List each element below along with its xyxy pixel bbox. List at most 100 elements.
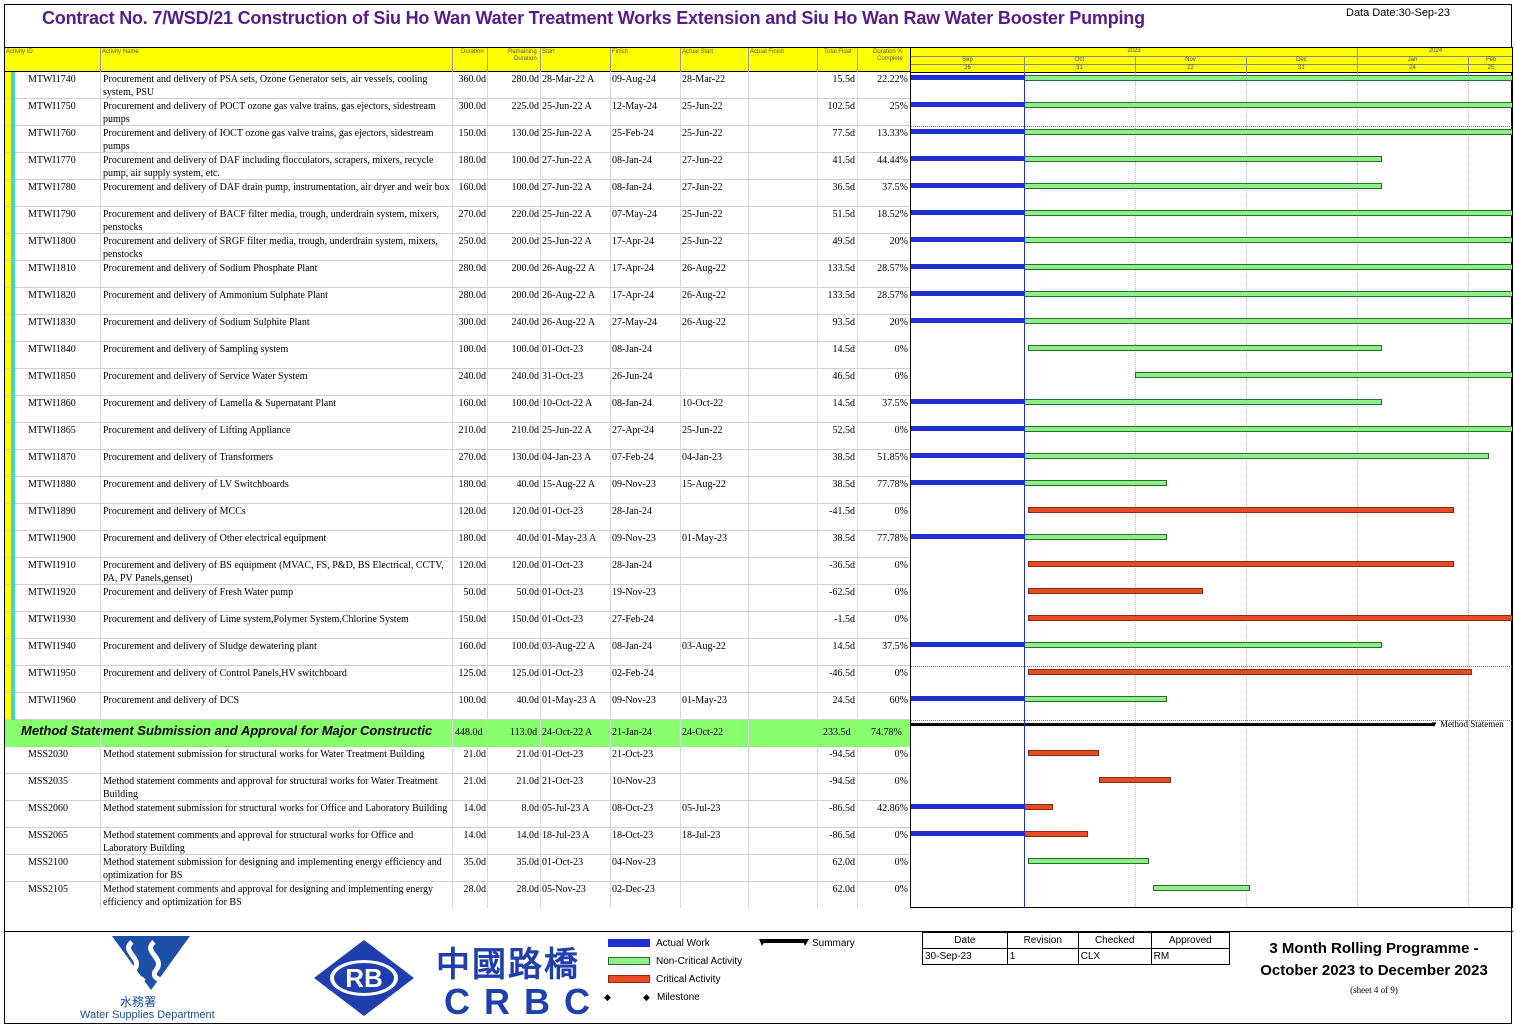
gantt-critical-bar[interactable] (1027, 588, 1204, 594)
table-row[interactable]: MTWI1750 Procurement and delivery of POCT… (5, 99, 910, 126)
gantt-actual-bar[interactable] (911, 831, 1024, 836)
gantt-critical-bar[interactable] (1024, 831, 1089, 837)
table-row[interactable]: MTWI1960 Procurement and delivery of DCS 1… (5, 693, 910, 720)
finish-date: 26-Jun-24 (612, 371, 653, 382)
table-row[interactable]: MTWI1910 Procurement and delivery of BS e… (5, 558, 910, 585)
table-row[interactable]: MTWI1840 Procurement and delivery of Samp… (5, 342, 910, 369)
table-row[interactable]: MTWI1920 Procurement and delivery of Fres… (5, 585, 910, 612)
gantt-noncritical-bar[interactable] (1024, 480, 1168, 486)
gantt-actual-bar[interactable] (911, 291, 1024, 296)
gantt-actual-bar[interactable] (911, 480, 1024, 485)
gantt-noncritical-bar[interactable] (1024, 696, 1168, 702)
table-row[interactable]: MTWI1865 Procurement and delivery of Lift… (5, 423, 910, 450)
gantt-critical-bar[interactable] (1027, 615, 1512, 621)
gantt-actual-bar[interactable] (911, 102, 1024, 107)
gantt-actual-bar[interactable] (911, 642, 1024, 647)
col-header-actual-start[interactable]: Actual Start (682, 49, 714, 55)
gantt-critical-bar[interactable] (1027, 561, 1454, 567)
table-row[interactable]: MSS2030 Method statement submission for s… (5, 747, 910, 774)
gantt-actual-bar[interactable] (911, 426, 1024, 431)
table-row[interactable]: MTWI1930 Procurement and delivery of Lime… (5, 612, 910, 639)
gantt-actual-bar[interactable] (911, 453, 1024, 458)
col-header-id[interactable]: Activity ID (6, 49, 33, 55)
gantt-actual-bar[interactable] (911, 696, 1024, 701)
gantt-actual-bar[interactable] (911, 210, 1024, 215)
table-row[interactable]: MTWI1770 Procurement and delivery of DAF … (5, 153, 910, 180)
gantt-actual-bar[interactable] (911, 156, 1024, 161)
original-duration: 180.0d (458, 479, 487, 490)
duration-pct-complete: 37.5% (882, 641, 908, 652)
table-row[interactable]: MTWI1890 Procurement and delivery of MCCs… (5, 504, 910, 531)
gantt-actual-bar[interactable] (911, 804, 1024, 809)
table-row[interactable]: MTWI1870 Procurement and delivery of Tran… (5, 450, 910, 477)
table-row[interactable]: MSS2065 Method statement comments and app… (5, 828, 910, 855)
col-header-actual-finish[interactable]: Actual Finish (750, 49, 785, 55)
gantt-noncritical-bar[interactable] (1152, 885, 1250, 891)
gantt-noncritical-bar[interactable] (1024, 399, 1383, 405)
table-row[interactable]: MSS2035 Method statement comments and app… (5, 774, 910, 801)
gantt-actual-bar[interactable] (911, 183, 1024, 188)
gantt-noncritical-bar[interactable] (1024, 210, 1512, 216)
gantt-noncritical-bar[interactable] (1024, 534, 1168, 540)
table-row[interactable]: MTWI1880 Procurement and delivery of LV S… (5, 477, 910, 504)
col-header-remaining[interactable]: Remaining Duration (508, 49, 537, 62)
table-row[interactable]: MTWI1790 Procurement and delivery of BACF… (5, 207, 910, 234)
table-row[interactable]: MSS2105 Method statement comments and app… (5, 882, 910, 908)
table-row[interactable]: MTWI1740 Procurement and delivery of PSA … (5, 72, 910, 99)
gantt-summary-bar[interactable] (911, 723, 1434, 726)
gantt-noncritical-bar[interactable] (1024, 426, 1512, 432)
col-header-pct[interactable]: Duration % Complete (873, 49, 903, 62)
table-row[interactable]: MTWI1800 Procurement and delivery of SRGF… (5, 234, 910, 261)
table-row[interactable]: MSS2060 Method statement submission for s… (5, 801, 910, 828)
gantt-chart: 2023 2024 Sep 26 Oct 31 Nov 22 Dec 31 Jan 24 Feb 25 M… (910, 47, 1513, 908)
gantt-actual-bar[interactable] (911, 318, 1024, 323)
col-header-duration[interactable]: Duration (461, 49, 484, 55)
table-row[interactable]: MTWI1900 Procurement and delivery of Othe… (5, 531, 910, 558)
gantt-noncritical-bar[interactable] (1024, 102, 1512, 108)
gantt-actual-bar[interactable] (911, 237, 1024, 242)
gantt-noncritical-bar[interactable] (1027, 858, 1150, 864)
actual-start: 25-Jun-22 (682, 209, 723, 220)
gantt-noncritical-bar[interactable] (1024, 264, 1512, 270)
gantt-actual-bar[interactable] (911, 264, 1024, 269)
gantt-noncritical-bar[interactable] (1024, 156, 1383, 162)
gantt-actual-bar[interactable] (911, 399, 1024, 404)
table-row[interactable]: MTWI1760 Procurement and delivery of IOCT… (5, 126, 910, 153)
gantt-critical-bar[interactable] (1027, 750, 1100, 756)
gantt-noncritical-bar[interactable] (1024, 318, 1512, 324)
gantt-critical-bar[interactable] (1024, 804, 1053, 810)
col-header-finish[interactable]: Finish (612, 49, 629, 55)
col-header-name[interactable]: Activity Name (102, 49, 139, 55)
gantt-noncritical-bar[interactable] (1024, 75, 1512, 81)
gantt-noncritical-bar[interactable] (1024, 129, 1512, 135)
col-header-start[interactable]: Start (542, 49, 555, 55)
gantt-noncritical-bar[interactable] (1024, 237, 1512, 243)
wbs-summary-row[interactable]: Method Statement Submission and Approval… (5, 720, 910, 747)
gantt-critical-bar[interactable] (1027, 669, 1472, 675)
table-row[interactable]: MTWI1860 Procurement and delivery of Lame… (5, 396, 910, 423)
table-row[interactable]: MTWI1820 Procurement and delivery of Ammo… (5, 288, 910, 315)
activity-name: Procurement and delivery of DCS (103, 695, 240, 706)
table-row[interactable]: MTWI1780 Procurement and delivery of DAF … (5, 180, 910, 207)
start-date: 01-Oct-23 (542, 749, 584, 760)
gantt-actual-bar[interactable] (911, 129, 1024, 134)
gantt-noncritical-bar[interactable] (1024, 453, 1490, 459)
gantt-noncritical-bar[interactable] (1024, 183, 1383, 189)
table-row[interactable]: MTWI1810 Procurement and delivery of Sodi… (5, 261, 910, 288)
table-row[interactable]: MSS2100 Method statement submission for d… (5, 855, 910, 882)
table-row[interactable]: MTWI1830 Procurement and delivery of Sodi… (5, 315, 910, 342)
gantt-noncritical-bar[interactable] (1024, 291, 1512, 297)
duration-pct-complete: 37.5% (882, 182, 908, 193)
col-header-total-float[interactable]: Total Float (824, 49, 852, 55)
table-row[interactable]: MTWI1850 Procurement and delivery of Serv… (5, 369, 910, 396)
activity-id: MSS2105 (28, 884, 69, 895)
gantt-actual-bar[interactable] (911, 75, 1024, 80)
gantt-actual-bar[interactable] (911, 534, 1024, 539)
gantt-noncritical-bar[interactable] (1135, 372, 1512, 378)
gantt-critical-bar[interactable] (1027, 507, 1454, 513)
table-row[interactable]: MTWI1940 Procurement and delivery of Slud… (5, 639, 910, 666)
gantt-noncritical-bar[interactable] (1027, 345, 1383, 351)
table-row[interactable]: MTWI1950 Procurement and delivery of Cont… (5, 666, 910, 693)
gantt-critical-bar[interactable] (1099, 777, 1171, 783)
gantt-noncritical-bar[interactable] (1024, 642, 1383, 648)
